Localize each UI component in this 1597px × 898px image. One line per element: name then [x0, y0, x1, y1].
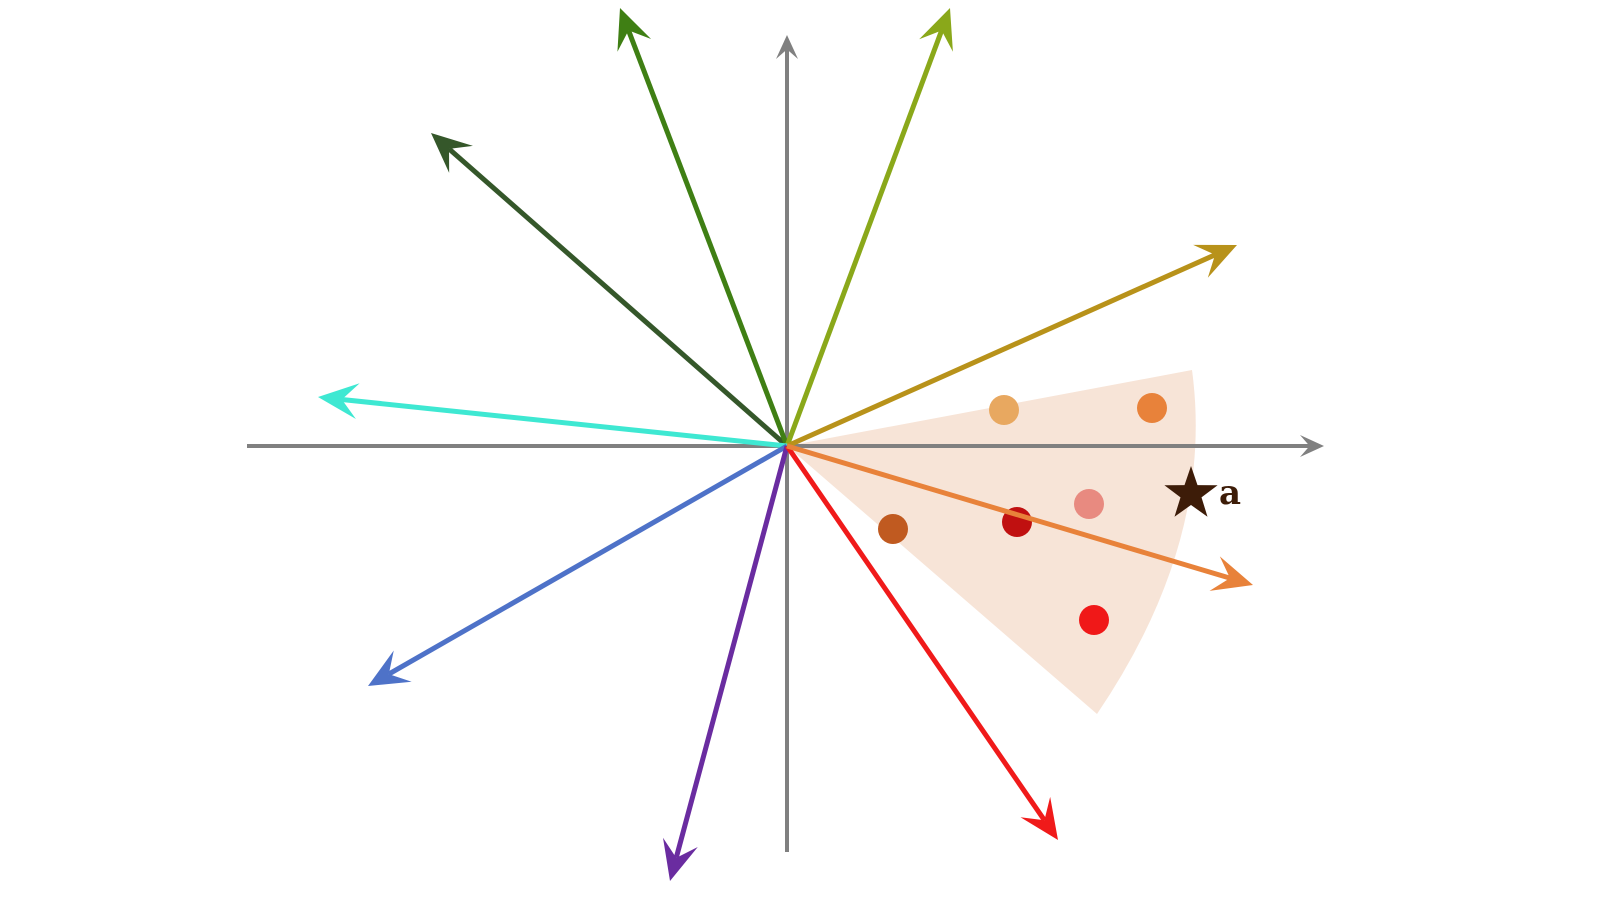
vector-purple: [663, 445, 790, 881]
vector-green: [617, 8, 790, 447]
vector-gold-head: [1193, 244, 1237, 278]
vector-red: [784, 444, 1058, 840]
star-marker: [1164, 466, 1218, 517]
data-point: [878, 514, 908, 544]
star-label: a: [1219, 473, 1241, 513]
vector-dark-green-head: [431, 133, 473, 173]
data-point: [1074, 489, 1104, 519]
vector-orange-head: [1209, 556, 1253, 591]
shaded-sector: [787, 370, 1196, 714]
data-point: [1079, 605, 1109, 635]
vector-red-head: [1020, 796, 1058, 840]
vector-cyan: [318, 383, 788, 449]
vector-dark-green: [431, 133, 789, 448]
vector-purple-head: [663, 837, 698, 881]
x-axis-head: [1300, 435, 1324, 457]
vector-gold: [785, 244, 1237, 449]
vector-blue-head: [368, 650, 412, 686]
vector-green-head: [617, 8, 652, 52]
y-axis-head: [776, 35, 798, 59]
vector-blue: [368, 443, 789, 686]
vector-olive: [784, 8, 953, 447]
vector-orange: [786, 443, 1253, 591]
y-axis: [776, 35, 798, 446]
data-point: [989, 395, 1019, 425]
vector-cyan-head: [318, 383, 360, 420]
data-point: [1137, 393, 1167, 423]
vector-olive-head: [919, 8, 953, 52]
